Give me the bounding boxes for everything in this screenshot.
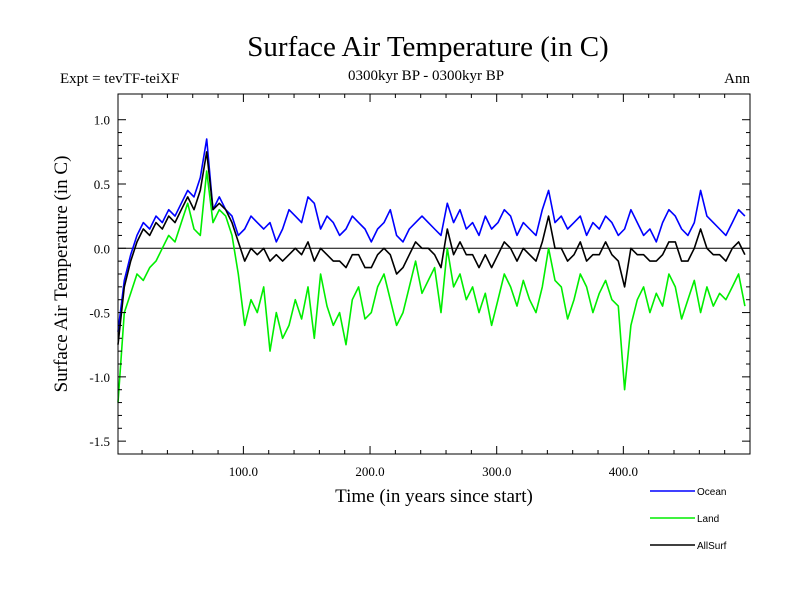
x-tick-label: 200.0 — [355, 464, 384, 479]
legend-label-allsurf: AllSurf — [697, 541, 727, 552]
y-tick-label: 0.0 — [94, 241, 110, 256]
y-axis-label: Surface Air Temperature (in C) — [51, 156, 72, 393]
legend-label-land: Land — [697, 514, 719, 525]
legend-label-ocean: Ocean — [697, 487, 726, 498]
y-tick-label: 1.0 — [94, 113, 110, 128]
plot-frame — [117, 93, 751, 455]
y-tick-label: -1.5 — [89, 434, 110, 449]
legend: Ocean Land AllSurf — [650, 487, 727, 552]
x-axis-label: Time (in years since start) — [335, 486, 533, 507]
series-ocean-line — [117, 138, 746, 332]
y-tick-label: 0.5 — [94, 177, 110, 192]
chart-title: Surface Air Temperature (in C) — [247, 31, 608, 63]
series-land-line — [117, 170, 746, 403]
x-tick-label: 100.0 — [229, 464, 258, 479]
y-tick-label: -1.0 — [89, 370, 110, 385]
series-allsurf-line — [117, 151, 746, 345]
axis-ticks: 100.0 200.0 300.0 400.0 1.0 0.5 0.0 -0.5 -1.0 -1.… — [89, 94, 750, 479]
x-tick-label: 400.0 — [609, 464, 638, 479]
y-tick-label: -0.5 — [89, 306, 110, 321]
plot-lines — [117, 138, 750, 403]
season-label: Ann — [724, 71, 750, 87]
time-range-label: 0300kyr BP - 0300kyr BP — [348, 68, 504, 84]
x-tick-label: 300.0 — [482, 464, 511, 479]
experiment-label: Expt = tevTF-teiXF — [60, 71, 179, 87]
